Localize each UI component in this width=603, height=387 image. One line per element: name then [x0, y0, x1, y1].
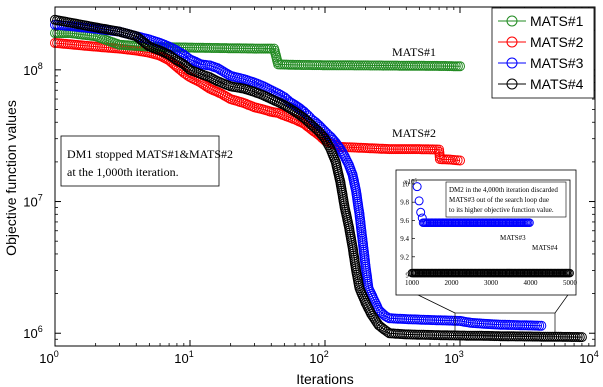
inset-y-tick-label: 9.2 [400, 253, 409, 261]
inset-y-exponent: x105 [404, 178, 418, 186]
data-point [291, 108, 302, 119]
data-point [185, 64, 195, 75]
data-point [324, 142, 335, 152]
data-point [414, 196, 424, 206]
data-point [455, 155, 465, 166]
data-point [134, 33, 145, 44]
inset-y-tick-label: 9.4 [400, 235, 409, 243]
x-axis-title: Iterations [296, 371, 354, 387]
legend-entries: MATS#1 MATS#2 MATS#3 MATS#4 [498, 13, 584, 92]
legend-entry: MATS#1 [498, 13, 584, 29]
inset-chart: 1000 2000 3000 4000 5000 10 9.8 9.6 9.4 9.2 9 x10… [395, 169, 578, 296]
data-point [412, 182, 422, 192]
inset-marks [407, 182, 574, 278]
data-point [375, 321, 386, 332]
inset-x-tick-label: 3000 [484, 279, 499, 287]
legend-box [491, 7, 595, 99]
data-point [321, 128, 332, 139]
inset-series-mats3 [412, 182, 534, 227]
inset-connector-lines [411, 291, 571, 336]
inset-y-tick-label: 9.6 [400, 217, 409, 225]
data-point [293, 109, 304, 120]
inset-y-tick-label: 9 [406, 272, 410, 280]
data-point [295, 110, 306, 121]
inset-series-mats4 [407, 268, 574, 278]
data-point [170, 54, 180, 64]
legend-label: MATS#1 [530, 13, 584, 29]
inset-note-line-2: MATS#3 out of the search loop due [449, 196, 549, 204]
y-tick-label: 107 [23, 193, 42, 210]
data-point [279, 100, 290, 111]
data-point [565, 268, 574, 278]
legend-label: MATS#4 [530, 76, 584, 92]
data-point [576, 332, 587, 343]
legend-label: MATS#2 [530, 34, 584, 50]
inset-x-ticks: 1000 2000 3000 4000 5000 [405, 272, 578, 287]
data-point [525, 218, 534, 227]
legend-entry: MATS#2 [498, 34, 584, 50]
data-point [214, 77, 225, 88]
y-tick-label: 106 [23, 324, 42, 341]
y-axis-title: Objective function values [3, 100, 19, 256]
x-tick-label: 100 [39, 349, 58, 366]
dm1-note-line-2: at the 1,000th iteration. [67, 165, 179, 179]
y-tick-label: 108 [23, 61, 42, 78]
legend-entry: MATS#4 [498, 76, 584, 92]
dm1-note-box: DM1 stopped MATS#1&MATS#2 at the 1,000th… [60, 135, 233, 187]
data-point [382, 312, 393, 323]
data-point [256, 43, 267, 54]
data-point [240, 98, 251, 109]
series-mats4 [50, 14, 587, 343]
x-tick-label: 104 [579, 349, 598, 366]
x-tick-label: 103 [444, 349, 463, 366]
dm1-note-line-1: DM1 stopped MATS#1&MATS#2 [67, 147, 233, 161]
inset-note-line-3: to its higher objective function value. [449, 206, 554, 214]
data-point [326, 146, 337, 157]
inset-x-tick-label: 4000 [524, 279, 539, 287]
data-point [141, 39, 152, 49]
data-point [416, 207, 426, 217]
data-point [373, 320, 384, 331]
data-point [181, 62, 192, 73]
inset-label-mats3: MATS#3 [500, 234, 526, 242]
inset-y-tick-label: 9.8 [400, 199, 409, 207]
x-tick-label: 101 [174, 349, 193, 366]
inset-note-line-1: DM2 in the 4,000th iteration discarded [449, 186, 558, 194]
legend: MATS#1 MATS#2 MATS#3 MATS#4 [491, 7, 595, 99]
annotation-mats1: MATS#1 [392, 45, 436, 59]
y-axis-ticks: 106 107 108 [23, 6, 595, 347]
data-point [290, 106, 301, 117]
inset-note-box: DM2 in the 4,000th iteration discarded M… [445, 181, 567, 218]
plot-marks [50, 14, 587, 343]
inset-x-tick-label: 5000 [563, 279, 578, 287]
inset-x-tick-label: 1000 [405, 279, 420, 287]
x-tick-label: 102 [309, 349, 328, 366]
inset-x-tick-label: 2000 [445, 279, 460, 287]
data-point [297, 117, 308, 128]
data-point [288, 105, 299, 116]
legend-label: MATS#3 [530, 55, 584, 71]
annotation-mats2: MATS#2 [392, 126, 436, 140]
inset-y-tick-label: 10 [402, 181, 410, 189]
data-point [210, 75, 221, 86]
data-point [201, 81, 212, 92]
data-point [455, 61, 465, 72]
data-point [536, 320, 547, 331]
inset-label-mats4: MATS#4 [532, 244, 558, 252]
inset-y-ticks: 10 9.8 9.6 9.4 9.2 9 [400, 181, 415, 280]
legend-entry: MATS#3 [498, 55, 584, 71]
x-axis-ticks: 100 101 102 103 104 [39, 7, 599, 366]
